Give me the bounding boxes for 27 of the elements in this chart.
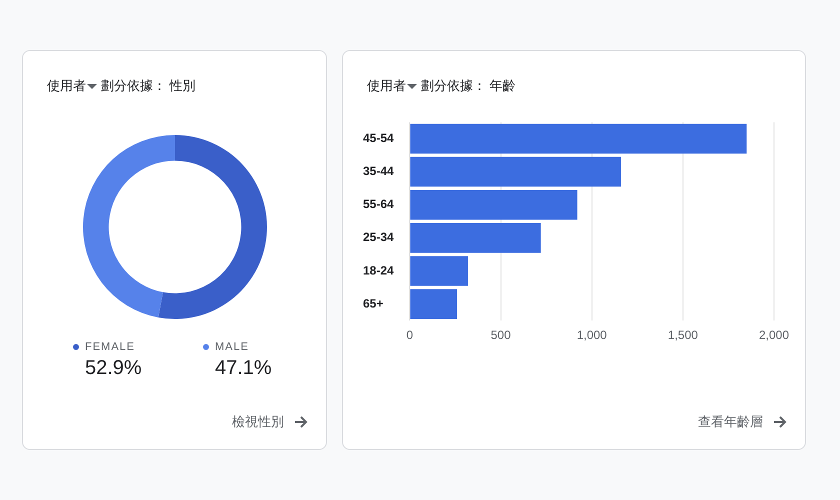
bar <box>410 256 468 286</box>
bar <box>410 124 747 154</box>
y-tick-label: 45-54 <box>363 131 394 146</box>
chart-title: 使用者 <box>367 77 406 95</box>
y-tick-label: 65+ <box>363 296 384 310</box>
legend-label: MALE <box>215 341 249 353</box>
bar <box>410 223 541 253</box>
x-tick-label: 1,500 <box>668 328 698 342</box>
y-tick-label: 35-44 <box>363 164 394 178</box>
chart-title: 使用者 <box>47 77 86 95</box>
bar <box>410 289 458 319</box>
legend-label: FEMALE <box>85 341 136 353</box>
y-tick-label: 25-34 <box>363 230 394 244</box>
x-tick-label: 0 <box>406 328 414 342</box>
x-tick-label: 2,000 <box>758 328 790 342</box>
y-tick-label: 55-64 <box>363 197 394 212</box>
x-tick-label: 500 <box>490 328 512 342</box>
text: 查看年齡層 <box>698 413 763 431</box>
data-label: 47.1% <box>214 357 273 380</box>
bar <box>410 190 578 220</box>
y-tick-label: 18-24 <box>363 263 394 278</box>
chart-subtitle: 劃分依據： 性別 <box>101 77 196 95</box>
chart-subtitle: 劃分依據： 年齡 <box>421 77 516 95</box>
text: 檢視性別 <box>232 413 284 431</box>
x-tick-label: 1,000 <box>576 328 608 342</box>
bar <box>410 156 621 187</box>
data-label: 52.9% <box>84 357 143 380</box>
